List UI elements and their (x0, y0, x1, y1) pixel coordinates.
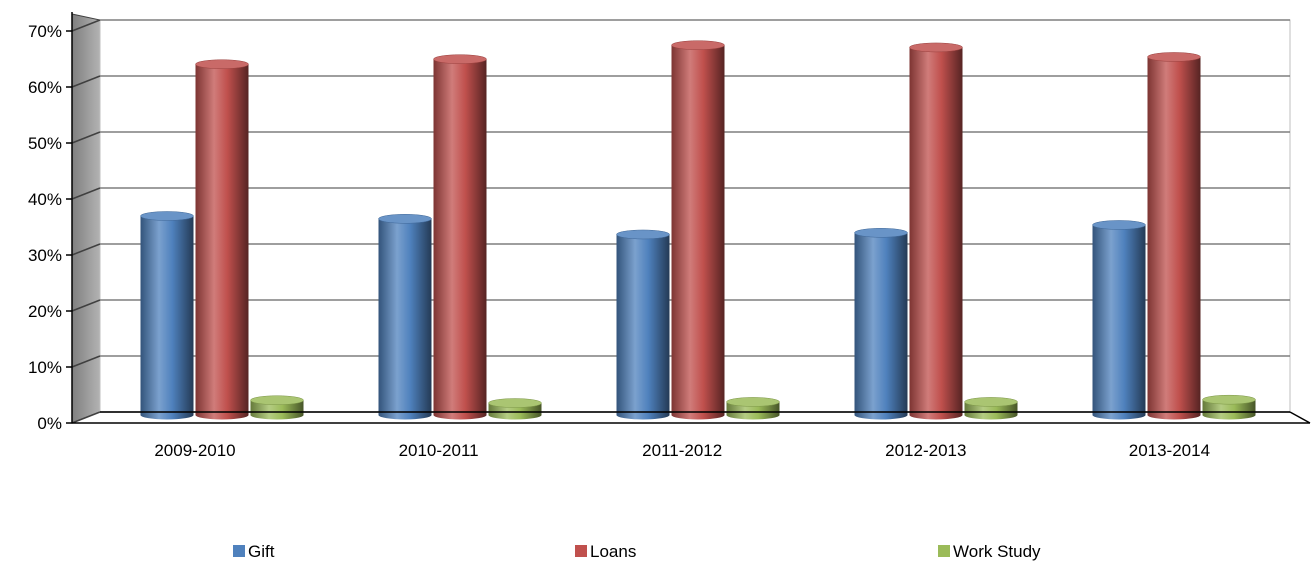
x-tick-label: 2012-2013 (885, 441, 966, 460)
y-tick-label: 0% (37, 414, 62, 433)
bar-work-study-2013-2014 (1202, 394, 1256, 420)
x-tick-label: 2011-2012 (642, 441, 722, 460)
y-tick-label: 70% (28, 22, 62, 41)
y-axis: 0% 10% 20% 30% 40% 50% 60% 70% (28, 12, 73, 433)
gridline-side (71, 243, 101, 256)
gridline-side (71, 411, 101, 424)
bar-loans-2009-2010 (195, 59, 249, 420)
bar-work-study-2010-2011 (488, 398, 542, 420)
bar-loans-2013-2014 (1147, 52, 1201, 420)
bar-loans-2010-2011 (433, 54, 487, 420)
bar-work-study-2011-2012 (726, 397, 780, 420)
gridline-side (71, 187, 101, 200)
bar-gift-2013-2014 (1092, 220, 1146, 420)
x-tick-label: 2010-2011 (399, 441, 479, 460)
legend-item-work-study: Work Study (938, 542, 1041, 561)
x-tick-label: 2009-2010 (154, 441, 235, 460)
gridline-side (71, 131, 101, 144)
y-tick-label: 50% (28, 134, 62, 153)
bar-work-study-2012-2013 (964, 397, 1018, 420)
bar-loans-2011-2012 (671, 40, 725, 420)
bar-loans-2012-2013 (909, 42, 963, 420)
legend-label: Loans (590, 542, 636, 561)
y-tick-label: 60% (28, 78, 62, 97)
bar-gift-2011-2012 (616, 229, 670, 420)
legend-swatch (938, 545, 950, 557)
legend: Gift Loans Work Study (233, 542, 1041, 561)
x-tick-label: 2013-2014 (1129, 441, 1210, 460)
y-tick-label: 10% (28, 358, 62, 377)
y-tick-label: 30% (28, 246, 62, 265)
bar-gift-2012-2013 (854, 228, 908, 420)
legend-label: Work Study (953, 542, 1041, 561)
bar-gift-2010-2011 (378, 214, 432, 420)
legend-swatch (233, 545, 245, 557)
bars (140, 40, 1256, 420)
gridline-side (71, 299, 101, 312)
legend-item-gift: Gift (233, 542, 275, 561)
gridline-side (71, 75, 101, 88)
gridline-side (71, 19, 101, 32)
y-tick-label: 20% (28, 302, 62, 321)
legend-swatch (575, 545, 587, 557)
x-axis: 2009-2010 2010-2011 2011-2012 2012-2013 2013… (72, 411, 1311, 460)
y-tick-label: 40% (28, 190, 62, 209)
x-axis-depth-line (1289, 411, 1311, 424)
legend-label: Gift (248, 542, 275, 561)
gridline-side (71, 355, 101, 368)
bar-gift-2009-2010 (140, 211, 194, 420)
bar-work-study-2009-2010 (250, 395, 304, 420)
legend-item-loans: Loans (575, 542, 636, 561)
